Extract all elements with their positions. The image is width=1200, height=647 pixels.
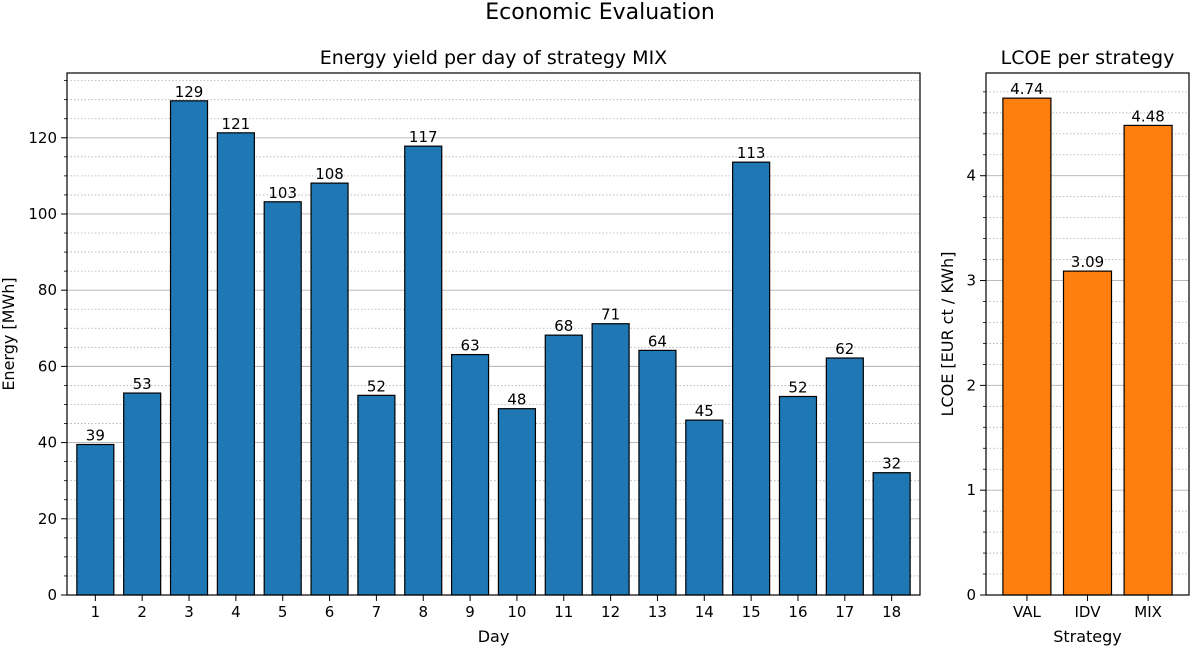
bar — [872, 472, 911, 596]
x-tick-label: 18 — [882, 603, 901, 621]
data-label: 4.48 — [1131, 107, 1164, 125]
chart-title: Energy yield per day of strategy MIX — [320, 47, 667, 69]
data-label: 121 — [222, 115, 251, 133]
x-tick-label: 2 — [137, 603, 147, 621]
x-tick-label: 3 — [184, 603, 194, 621]
y-tick-label: 40 — [38, 434, 57, 452]
bar — [1123, 124, 1173, 596]
y-axis-label: Energy [MWh] — [0, 277, 18, 390]
data-label: 62 — [835, 340, 854, 358]
bar — [732, 161, 771, 596]
data-label: 32 — [882, 455, 901, 473]
x-tick-label: 14 — [695, 603, 714, 621]
x-tick-label: 11 — [554, 603, 573, 621]
bar — [216, 132, 255, 596]
data-label: 64 — [648, 332, 667, 350]
data-label: 117 — [409, 128, 438, 146]
y-tick-label: 0 — [966, 586, 976, 604]
data-label: 39 — [86, 426, 105, 444]
data-label: 113 — [737, 144, 766, 162]
bar — [1062, 270, 1113, 596]
x-tick-label: 7 — [372, 603, 382, 621]
bar — [310, 182, 349, 596]
x-tick-label: IDV — [1075, 603, 1102, 621]
data-label: 103 — [268, 184, 297, 202]
y-tick-label: 100 — [28, 205, 57, 223]
x-tick-label: 6 — [325, 603, 335, 621]
data-label: 3.09 — [1071, 253, 1104, 271]
bar — [685, 419, 724, 596]
bar — [638, 349, 677, 596]
x-tick-label: 12 — [601, 603, 620, 621]
lcoe-chart: 0 1 2 3 4 4.74 VAL 3.09 IDV 4.48 MIX LCOE per strat… — [938, 47, 1190, 646]
data-label: 63 — [461, 337, 480, 355]
x-tick-label: 15 — [742, 603, 761, 621]
bar — [497, 408, 537, 596]
x-tick-label: 8 — [418, 603, 428, 621]
data-label: 129 — [175, 83, 204, 101]
y-tick-label: 4 — [966, 167, 976, 185]
bar — [591, 323, 630, 596]
y-tick-label: 3 — [966, 272, 976, 290]
bar — [450, 353, 490, 596]
y-tick-label: 2 — [966, 376, 976, 394]
data-label: 108 — [315, 165, 344, 183]
x-tick-label: 1 — [91, 603, 101, 621]
x-tick-label: 17 — [835, 603, 854, 621]
x-tick-label: MIX — [1134, 603, 1162, 621]
x-tick-label: 9 — [465, 603, 475, 621]
data-label: 48 — [507, 391, 526, 409]
bar — [263, 201, 302, 596]
data-label: 53 — [133, 375, 152, 393]
axes-frame — [66, 72, 921, 596]
bar — [404, 145, 443, 596]
x-axis-label: Strategy — [1053, 627, 1122, 646]
x-tick-label: VAL — [1013, 603, 1042, 621]
x-tick-label: 5 — [278, 603, 288, 621]
data-label: 45 — [695, 402, 714, 420]
data-label: 71 — [601, 306, 620, 324]
figure-title: Economic Evaluation — [485, 0, 715, 25]
x-tick-label: 4 — [231, 603, 241, 621]
x-tick-label: 16 — [788, 603, 807, 621]
bar — [778, 395, 818, 596]
y-axis-label: LCOE [EUR ct / KWh] — [938, 252, 957, 417]
y-tick-label: 120 — [28, 129, 57, 147]
y-tick-label: 60 — [38, 357, 57, 375]
x-tick-label: 10 — [507, 603, 526, 621]
bar — [1002, 97, 1052, 596]
y-tick-label: 1 — [966, 481, 976, 499]
data-label: 68 — [554, 317, 573, 335]
energy-yield-chart: 0204060801001203915321293121410351086527… — [0, 47, 921, 646]
axes-frame — [985, 72, 1190, 596]
chart-title: LCOE per strategy — [1001, 47, 1175, 69]
bar — [357, 394, 396, 596]
x-axis-label: Day — [478, 627, 510, 646]
x-tick-label: 13 — [648, 603, 667, 621]
y-tick-label: 20 — [38, 510, 57, 528]
bar — [76, 443, 115, 596]
data-label: 52 — [788, 378, 807, 396]
data-label: 4.74 — [1010, 80, 1043, 98]
y-tick-label: 0 — [47, 586, 57, 604]
data-label: 52 — [367, 377, 386, 395]
bar — [825, 357, 864, 596]
bar — [544, 334, 583, 596]
bar — [169, 100, 209, 596]
y-tick-label: 80 — [38, 281, 57, 299]
bar — [123, 392, 162, 596]
